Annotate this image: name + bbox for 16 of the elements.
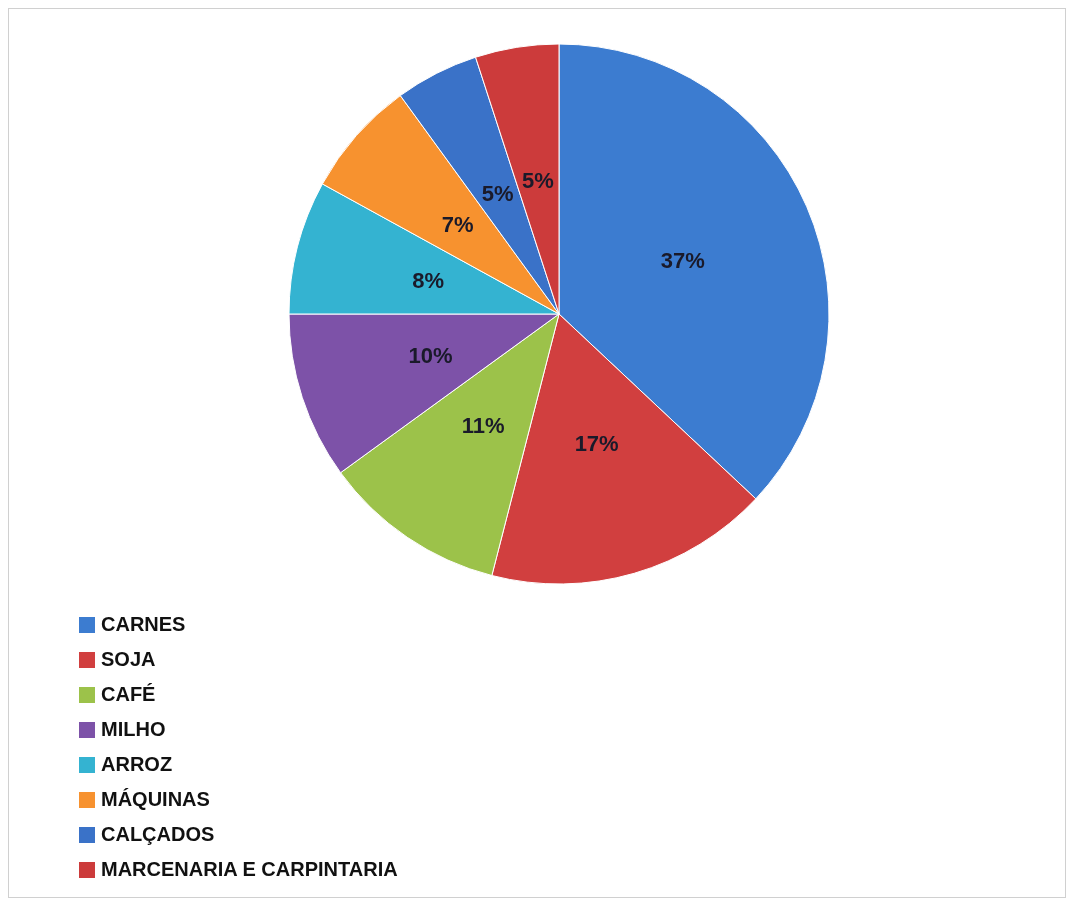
legend-label: CARNES	[101, 613, 186, 636]
data-label: 11%	[461, 413, 505, 439]
data-label: 8%	[412, 267, 445, 293]
data-label: 5%	[521, 168, 554, 194]
data-label: 10%	[408, 343, 453, 369]
legend-label: MILHO	[101, 718, 166, 741]
data-label: 7%	[441, 212, 474, 238]
data-label: 37%	[660, 247, 705, 273]
legend-label: SOJA	[101, 648, 156, 671]
data-label: 17%	[574, 431, 619, 457]
legend-label: MARCENARIA E CARPINTARIA	[101, 858, 398, 881]
legend-label: ARROZ	[101, 753, 173, 776]
legend-label: CAFÉ	[101, 683, 156, 706]
legend-label: MÁQUINAS	[101, 788, 210, 811]
legend-label: CALÇADOS	[101, 823, 215, 846]
data-label: 5%	[481, 181, 514, 207]
